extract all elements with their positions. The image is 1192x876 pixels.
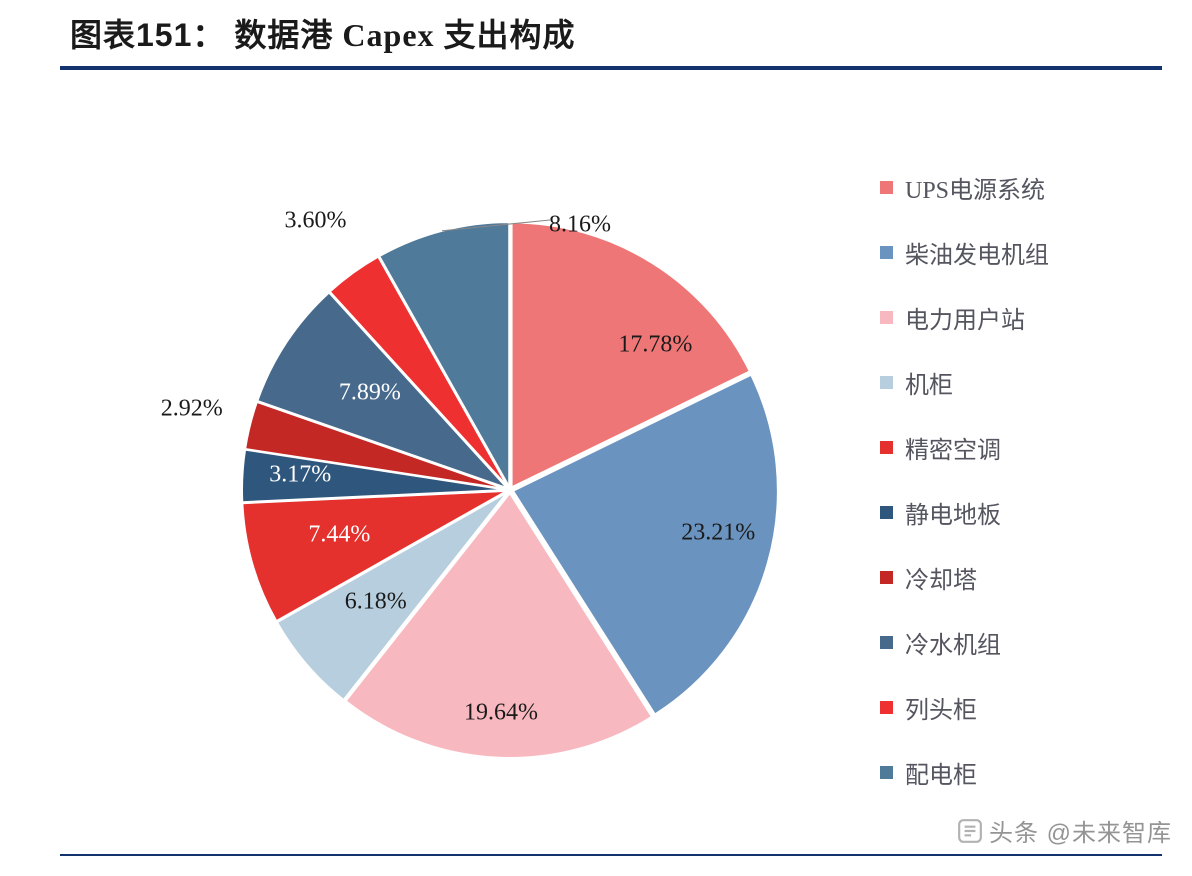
legend: UPS电源系统柴油发电机组电力用户站机柜精密空调静电地板冷却塔冷水机组列头柜配电… bbox=[880, 170, 1160, 820]
title-prefix: 图表151： bbox=[70, 17, 225, 53]
pie-chart: 17.78% 23.21% 19.64% 6.18% 7.44% 3.17% 2.92% 7.… bbox=[60, 90, 840, 830]
slice-label: 8.16% bbox=[549, 212, 611, 239]
legend-item: 列头柜 bbox=[880, 690, 1160, 725]
legend-label: 柴油发电机组 bbox=[905, 235, 1049, 270]
slice-label: 2.92% bbox=[161, 395, 223, 422]
title-text: 数据港 Capex 支出构成 bbox=[234, 17, 575, 53]
legend-label: 配电柜 bbox=[905, 755, 977, 790]
slice-label: 3.60% bbox=[285, 207, 347, 234]
headline-icon bbox=[957, 818, 983, 844]
legend-swatch bbox=[880, 441, 893, 454]
bottom-rule bbox=[60, 854, 1162, 856]
legend-item: 电力用户站 bbox=[880, 300, 1160, 335]
legend-item: 冷却塔 bbox=[880, 560, 1160, 595]
legend-label: 精密空调 bbox=[905, 430, 1001, 465]
slice-label: 6.18% bbox=[345, 588, 407, 615]
legend-item: 机柜 bbox=[880, 365, 1160, 400]
legend-item: 冷水机组 bbox=[880, 625, 1160, 660]
legend-swatch bbox=[880, 766, 893, 779]
legend-item: UPS电源系统 bbox=[880, 170, 1160, 205]
slice-label: 23.21% bbox=[681, 520, 755, 547]
legend-label: 电力用户站 bbox=[905, 300, 1025, 335]
slice-label: 3.17% bbox=[269, 461, 331, 488]
legend-swatch bbox=[880, 636, 893, 649]
legend-label: 冷水机组 bbox=[905, 625, 1001, 660]
slice-label: 7.44% bbox=[308, 521, 370, 548]
watermark: 头条 @未来智库 bbox=[957, 813, 1172, 848]
legend-label: 机柜 bbox=[905, 365, 953, 400]
pie-svg bbox=[60, 90, 840, 830]
legend-swatch bbox=[880, 246, 893, 259]
slice-label: 7.89% bbox=[339, 379, 401, 406]
legend-swatch bbox=[880, 311, 893, 324]
legend-swatch bbox=[880, 376, 893, 389]
top-rule bbox=[60, 66, 1162, 70]
legend-label: 列头柜 bbox=[905, 690, 977, 725]
slice-label: 19.64% bbox=[464, 699, 538, 726]
legend-swatch bbox=[880, 571, 893, 584]
legend-label: 冷却塔 bbox=[905, 560, 977, 595]
legend-label: UPS电源系统 bbox=[905, 170, 1045, 205]
legend-item: 精密空调 bbox=[880, 430, 1160, 465]
legend-item: 静电地板 bbox=[880, 495, 1160, 530]
legend-item: 配电柜 bbox=[880, 755, 1160, 790]
watermark-text: 头条 @未来智库 bbox=[989, 813, 1172, 848]
chart-title: 图表151： 数据港 Capex 支出构成 bbox=[70, 10, 576, 56]
legend-swatch bbox=[880, 506, 893, 519]
slice-label: 17.78% bbox=[618, 332, 692, 359]
legend-item: 柴油发电机组 bbox=[880, 235, 1160, 270]
legend-swatch bbox=[880, 701, 893, 714]
legend-label: 静电地板 bbox=[905, 495, 1001, 530]
legend-swatch bbox=[880, 181, 893, 194]
